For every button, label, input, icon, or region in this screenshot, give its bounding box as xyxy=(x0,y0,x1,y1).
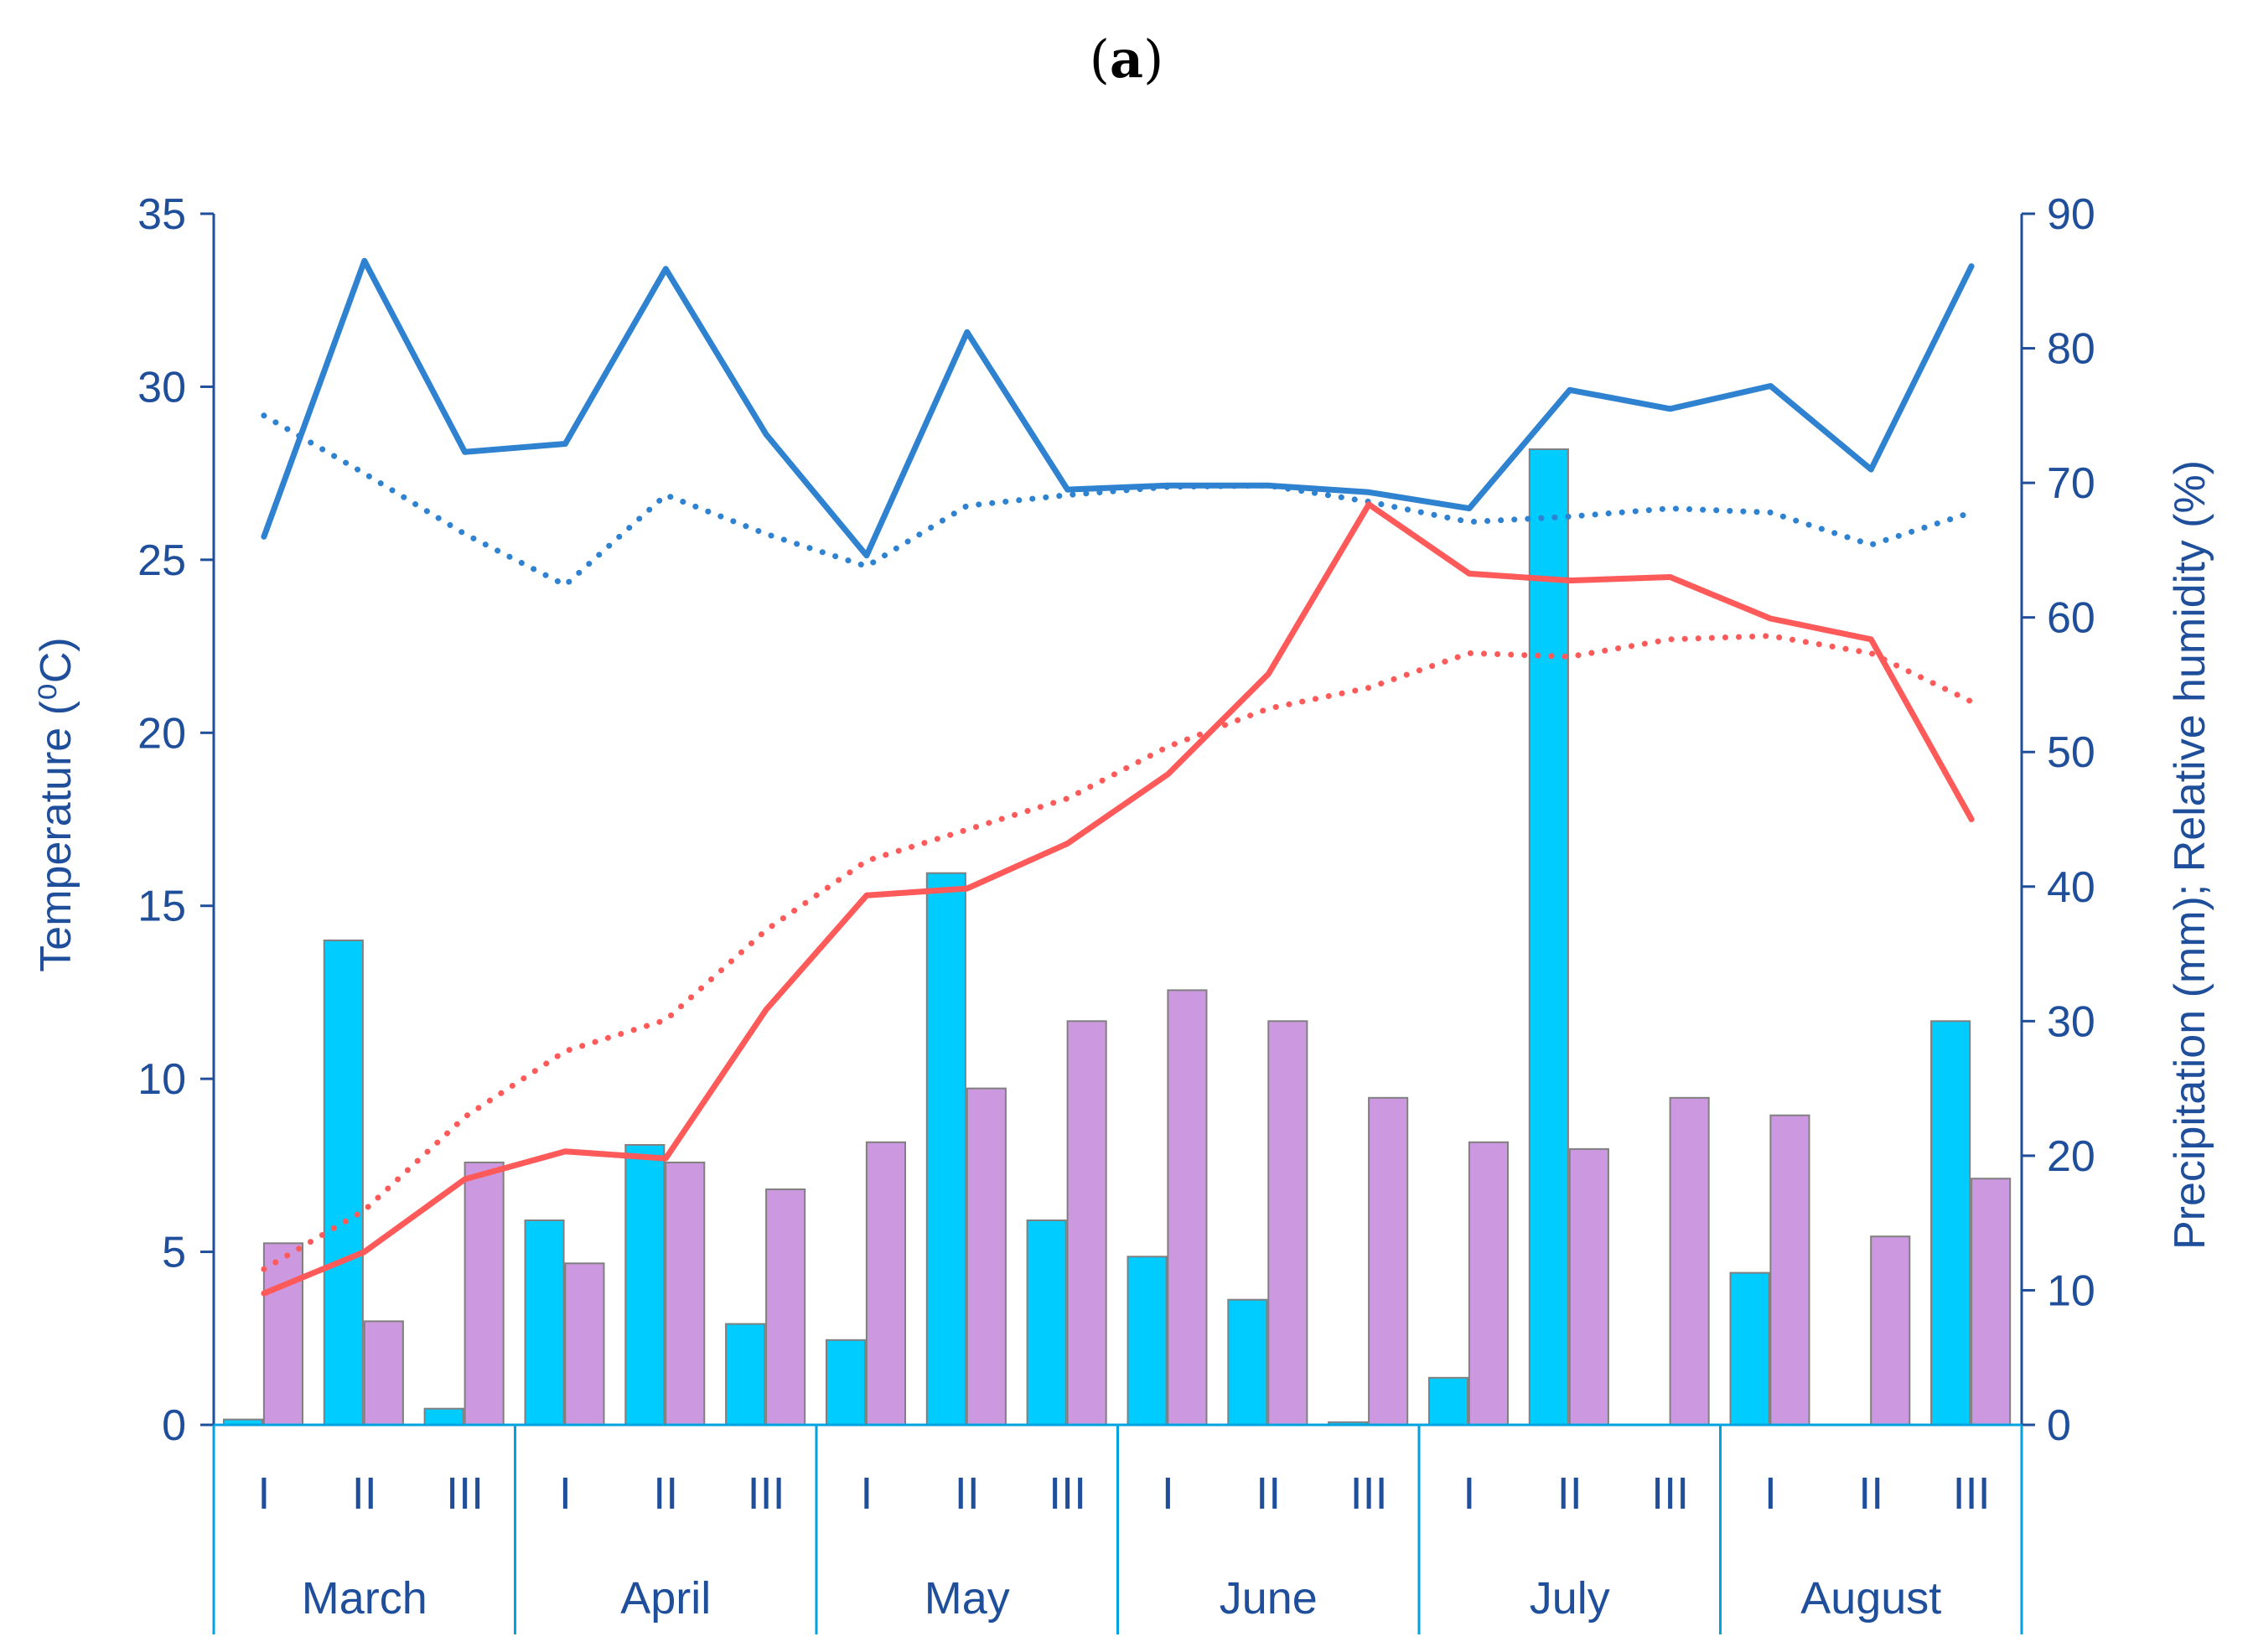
y-left-tick-label: 20 xyxy=(137,709,186,758)
decade-label: I xyxy=(1162,1468,1174,1519)
decade-label: II xyxy=(1557,1468,1582,1519)
y-left-tick-label: 10 xyxy=(137,1055,186,1104)
month-label: August xyxy=(1800,1573,1941,1624)
decade-label: II xyxy=(1256,1468,1281,1519)
y-right-tick-label: 70 xyxy=(2047,459,2095,508)
y-left-tick-label: 5 xyxy=(162,1229,186,1277)
decade-label: II xyxy=(955,1468,980,1519)
humidity-bar-13 xyxy=(1468,1141,1510,1427)
humidity-bar-10 xyxy=(1167,989,1208,1426)
precipitation-bar-4 xyxy=(524,1220,565,1426)
y-axis-right-title: Precipitation (mm); Relative humidity (%… xyxy=(2166,460,2214,1250)
temperature-average-line xyxy=(261,633,1975,1272)
humidity-bar-14 xyxy=(1568,1147,1609,1427)
decade-label: III xyxy=(1651,1468,1689,1519)
humidity-bar-11 xyxy=(1267,1020,1308,1427)
decade-label: I xyxy=(1463,1468,1475,1519)
precipitation-bar-7 xyxy=(826,1339,867,1427)
humidity-bar-18 xyxy=(1971,1178,2012,1426)
panel-label: (a) xyxy=(1090,28,1164,90)
y-right-tick-label: 80 xyxy=(2047,325,2095,374)
y-right-tick-label: 0 xyxy=(2047,1401,2071,1450)
precipitation-bar-10 xyxy=(1126,1256,1168,1427)
y-right-tick-label: 90 xyxy=(2047,190,2095,239)
month-label: April xyxy=(620,1573,711,1624)
decade-label: II xyxy=(1858,1468,1883,1519)
humidity-line xyxy=(261,257,1975,559)
decade-label: III xyxy=(1049,1468,1086,1519)
decade-label: II xyxy=(352,1468,377,1519)
decade-label: I xyxy=(860,1468,873,1519)
month-label: March xyxy=(302,1573,427,1624)
precipitation-bar-16 xyxy=(1729,1271,1770,1426)
y-axis-right-ticks: 0 10 20 30 40 50 60 70 80 90 xyxy=(2022,190,2095,1450)
decade-label: III xyxy=(1953,1468,1991,1519)
precipitation-bar-5 xyxy=(624,1144,666,1426)
y-right-tick-label: 10 xyxy=(2047,1266,2095,1315)
precipitation-bar-14 xyxy=(1528,448,1569,1426)
decade-label: I xyxy=(257,1468,270,1519)
y-left-tick-label: 15 xyxy=(137,883,186,931)
precipitation-bar-8 xyxy=(925,872,966,1426)
humidity-average-line xyxy=(261,412,1975,588)
precipitation-bar-18 xyxy=(1930,1020,1971,1427)
y-axis-left-title: Temperature (⁰C) xyxy=(32,637,80,971)
precipitation-bar-3 xyxy=(423,1407,464,1426)
y-right-tick-label: 20 xyxy=(2047,1132,2095,1181)
y-right-tick-label: 50 xyxy=(2047,728,2095,777)
precipitation-bar-11 xyxy=(1227,1298,1268,1426)
humidity-bar-17 xyxy=(1870,1235,1911,1426)
y-axis-left-ticks: 0 5 10 15 20 25 30 35 xyxy=(137,190,214,1450)
y-right-tick-label: 30 xyxy=(2047,997,2095,1046)
y-left-tick-label: 35 xyxy=(137,190,186,239)
decade-label: II xyxy=(653,1468,678,1519)
precipitation-bar-2 xyxy=(323,940,364,1426)
decade-label: I xyxy=(559,1468,572,1519)
y-left-tick-label: 0 xyxy=(162,1401,186,1450)
humidity-bar-3 xyxy=(464,1161,505,1427)
humidity-bar-4 xyxy=(564,1262,605,1427)
decade-label: III xyxy=(748,1468,785,1519)
precipitation-bar-9 xyxy=(1026,1220,1067,1426)
humidity-bar-5 xyxy=(665,1161,706,1427)
humidity-bar-6 xyxy=(765,1189,806,1426)
y-right-tick-label: 60 xyxy=(2047,594,2095,643)
bar-series-group xyxy=(223,448,2012,1427)
month-label: May xyxy=(925,1573,1010,1624)
decade-label: I xyxy=(1764,1468,1777,1519)
humidity-bar-8 xyxy=(966,1087,1007,1426)
precipitation-bar-6 xyxy=(725,1323,766,1426)
y-right-tick-label: 40 xyxy=(2047,863,2095,912)
precipitation-bar-13 xyxy=(1428,1376,1469,1427)
humidity-bar-2 xyxy=(363,1320,404,1427)
temperature-line xyxy=(261,501,1975,1297)
y-left-tick-label: 25 xyxy=(137,536,186,585)
humidity-bar-12 xyxy=(1368,1096,1409,1427)
y-left-tick-label: 30 xyxy=(137,363,186,412)
decade-label: III xyxy=(1350,1468,1388,1519)
month-label: July xyxy=(1530,1573,1610,1624)
humidity-bar-7 xyxy=(865,1141,907,1427)
humidity-bar-9 xyxy=(1066,1020,1107,1427)
month-label: June xyxy=(1220,1573,1318,1624)
humidity-bar-15 xyxy=(1669,1096,1710,1427)
humidity-bar-1 xyxy=(262,1242,303,1427)
line-series-group xyxy=(261,257,1975,1297)
humidity-bar-16 xyxy=(1769,1114,1810,1426)
decade-label: III xyxy=(446,1468,484,1519)
